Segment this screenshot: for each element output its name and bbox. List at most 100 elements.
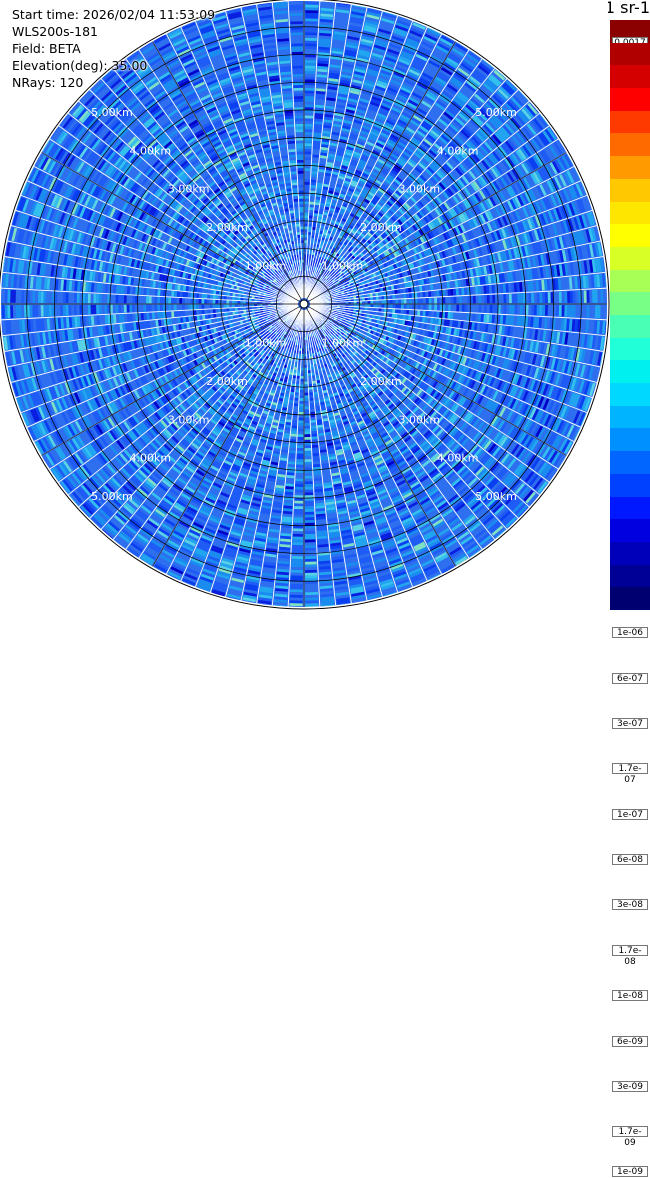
range-bin xyxy=(567,291,570,303)
range-bin xyxy=(309,204,314,207)
range-bin xyxy=(595,305,601,318)
range-bin xyxy=(488,324,495,333)
range-bin xyxy=(304,237,307,240)
range-bin xyxy=(311,171,317,174)
range-bin xyxy=(311,182,317,185)
range-bin xyxy=(304,226,307,229)
range-bin xyxy=(548,305,557,316)
range-bin xyxy=(454,297,457,304)
range-bin xyxy=(481,295,484,303)
range-bin xyxy=(555,318,561,330)
range-bin xyxy=(520,305,523,315)
range-bin xyxy=(305,10,318,13)
range-bin xyxy=(445,297,451,303)
range-bin xyxy=(304,221,308,224)
range-bin xyxy=(450,312,453,319)
range-bin xyxy=(305,35,317,38)
range-bin xyxy=(567,305,576,317)
range-bin xyxy=(406,304,409,309)
range-bin xyxy=(370,297,373,300)
range-bin xyxy=(545,292,548,303)
range-bin xyxy=(481,305,484,313)
range-bin xyxy=(451,305,457,312)
range-bin xyxy=(398,299,401,303)
range-bin xyxy=(309,213,313,216)
range-bin xyxy=(305,18,318,21)
range-bin xyxy=(305,93,314,96)
range-bin xyxy=(403,310,406,315)
range-bin xyxy=(451,297,454,304)
range-bin xyxy=(499,273,506,282)
range-bin xyxy=(305,140,312,143)
range-bin xyxy=(501,305,504,314)
range-bin xyxy=(537,293,540,303)
range-bin xyxy=(461,288,464,295)
range-bin xyxy=(365,307,368,310)
range-bin xyxy=(514,305,517,314)
range-bin xyxy=(425,285,431,291)
range-bin xyxy=(395,304,401,308)
range-bin xyxy=(395,299,398,303)
range-bin xyxy=(464,288,467,295)
range-bin xyxy=(434,311,437,317)
range-bin xyxy=(357,301,360,303)
range-bin xyxy=(305,13,318,19)
range-bin xyxy=(598,290,601,303)
range-bin xyxy=(452,320,458,327)
range-bin xyxy=(528,305,531,315)
range-bin xyxy=(592,290,598,303)
range-bin xyxy=(462,296,468,303)
range-bin xyxy=(305,179,311,182)
range-bin xyxy=(312,157,319,163)
range-bin xyxy=(409,299,412,304)
range-bin xyxy=(434,305,437,311)
range-bin xyxy=(305,74,315,77)
range-bin xyxy=(445,312,448,318)
range-bin xyxy=(305,32,317,35)
range-bin xyxy=(559,292,562,303)
range-bin xyxy=(425,311,428,317)
range-bin xyxy=(400,289,403,294)
range-bin xyxy=(305,96,314,102)
range-bin xyxy=(315,113,324,119)
range-bin xyxy=(533,317,539,328)
range-bin xyxy=(362,304,365,307)
range-bin xyxy=(393,304,396,308)
range-bin xyxy=(586,290,589,303)
range-bin xyxy=(308,224,312,227)
range-bin xyxy=(459,305,462,312)
range-bin xyxy=(305,102,314,105)
range-bin xyxy=(365,298,368,301)
range-bin xyxy=(305,118,313,121)
range-bin xyxy=(378,308,381,312)
range-bin xyxy=(304,204,308,207)
range-bin xyxy=(305,182,310,185)
range-bin xyxy=(312,155,319,158)
range-bin xyxy=(428,311,431,317)
range-bin xyxy=(305,171,311,179)
range-bin xyxy=(309,215,313,218)
range-bin xyxy=(305,41,317,44)
range-bin xyxy=(406,310,409,315)
range-bin xyxy=(314,124,322,133)
range-bin xyxy=(311,177,317,180)
range-bin xyxy=(431,305,434,311)
range-bin xyxy=(417,292,420,297)
range-bin xyxy=(492,295,495,303)
range-bin xyxy=(484,305,487,313)
range-bin xyxy=(304,235,307,238)
range-bin xyxy=(401,299,404,303)
range-bin xyxy=(365,304,371,307)
range-bin xyxy=(516,316,525,326)
range-bin xyxy=(304,207,308,210)
range-bin xyxy=(423,311,426,317)
range-bin xyxy=(312,227,316,230)
range-bin xyxy=(305,38,317,41)
range-bin xyxy=(562,291,565,302)
range-bin xyxy=(447,289,450,296)
range-bin xyxy=(305,21,317,24)
range-bin xyxy=(490,295,493,303)
range-bin xyxy=(431,298,434,304)
range-bin xyxy=(305,127,313,130)
range-bin xyxy=(305,7,318,10)
